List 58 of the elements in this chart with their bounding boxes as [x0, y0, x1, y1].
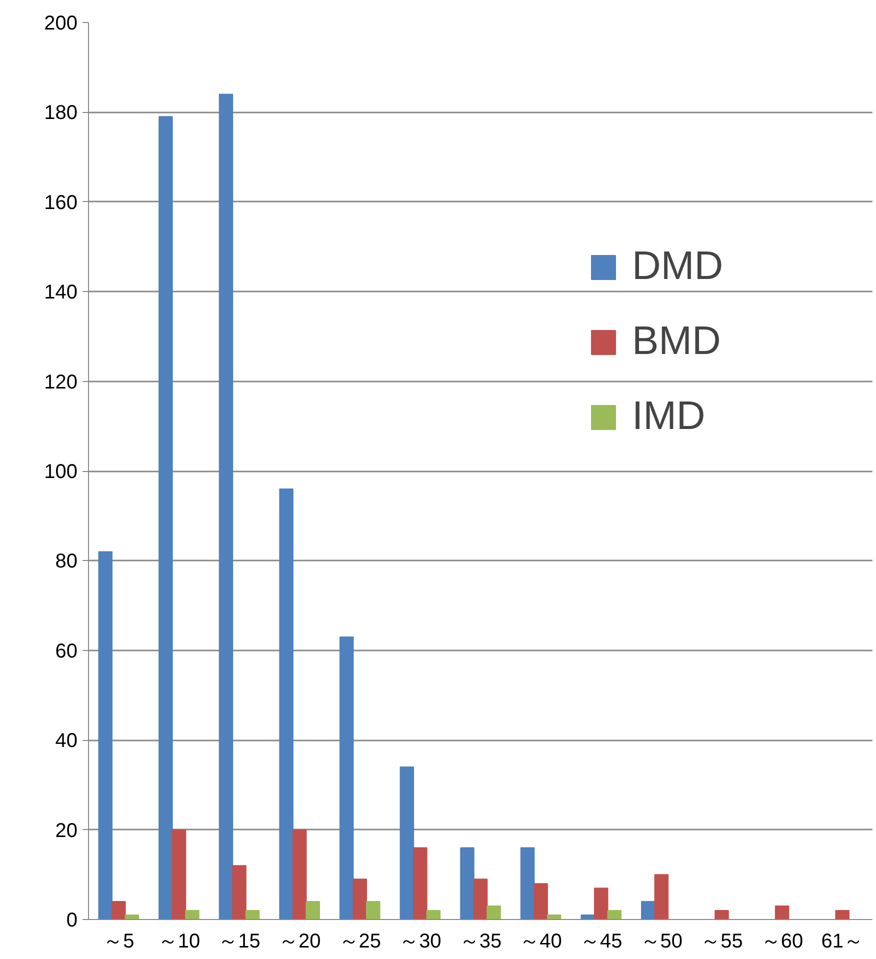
bar [185, 910, 200, 920]
x-tick-label: ～30 [399, 930, 442, 952]
bar [352, 878, 368, 920]
x-tick-label: 61～ [821, 930, 864, 952]
x-tick-label: ～55 [700, 930, 743, 952]
bar [98, 551, 113, 920]
legend-label: BMD [632, 319, 721, 364]
y-tick-label: 180 [44, 102, 78, 124]
bar [112, 901, 126, 920]
bar [245, 910, 260, 920]
bar [426, 910, 441, 920]
y-tick-label: 20 [55, 820, 78, 842]
bar [594, 888, 608, 920]
bar [460, 847, 474, 920]
x-tick-label: ～40 [520, 930, 562, 952]
y-tick-label: 140 [44, 282, 78, 304]
y-tick-label: 60 [55, 640, 78, 662]
bar [306, 901, 320, 920]
bar [520, 847, 535, 920]
y-tick-label: 120 [44, 371, 78, 394]
x-tick-label: ～10 [158, 930, 200, 952]
bar [473, 878, 488, 920]
x-tick-label: ～60 [760, 930, 804, 952]
bar [292, 829, 307, 920]
bar [607, 910, 622, 920]
y-tick-label: 0 [66, 910, 78, 932]
bar [339, 636, 354, 920]
bar [366, 901, 380, 920]
y-tick-label: 160 [44, 192, 78, 214]
x-tick-label: ～45 [580, 930, 622, 952]
bar [218, 94, 234, 920]
bar [654, 874, 669, 920]
bar [486, 906, 501, 920]
x-tick-label: ～20 [278, 930, 321, 952]
bar [413, 847, 428, 920]
bar [546, 914, 562, 920]
bar [124, 914, 140, 920]
legend-label: DMD [632, 244, 724, 289]
y-tick-label: 200 [44, 12, 78, 34]
x-tick-label: ～15 [218, 930, 260, 952]
bar [534, 883, 548, 920]
legend-label: IMD [632, 394, 706, 439]
bar [774, 906, 790, 920]
x-tick-label: ～35 [459, 930, 502, 952]
bar [714, 910, 729, 920]
bar [232, 865, 246, 920]
y-tick-label: 40 [55, 730, 78, 752]
x-tick-label: ～5 [103, 930, 134, 952]
y-tick-label: 100 [44, 461, 78, 483]
bar [158, 116, 173, 920]
bar [835, 910, 850, 920]
bar [279, 488, 294, 920]
bar [172, 829, 186, 920]
x-tick-label: ～50 [640, 930, 683, 952]
x-tick-label: ～25 [338, 930, 382, 952]
y-tick-label: 80 [55, 550, 78, 573]
bar [641, 901, 656, 920]
bar [400, 766, 414, 920]
